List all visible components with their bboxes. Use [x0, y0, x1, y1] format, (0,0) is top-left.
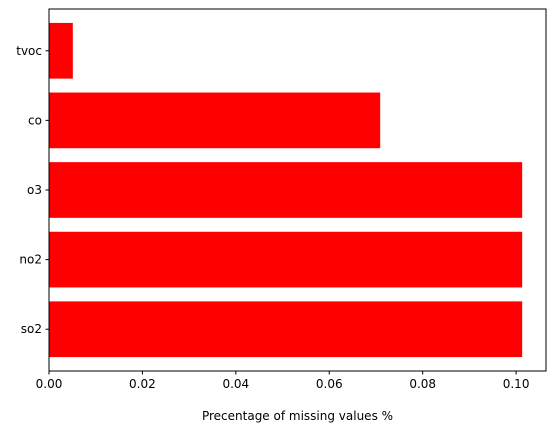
y-tick-label-o3: o3 [27, 183, 42, 197]
x-tick-label: 0.10 [503, 377, 530, 391]
bars-group [49, 22, 523, 358]
x-tick-label: 0.02 [129, 377, 156, 391]
x-axis: 0.00 0.02 0.04 0.06 0.08 0.10 [36, 371, 530, 391]
bar-so2 [49, 301, 523, 358]
y-axis: so2 no2 o3 co tvoc [16, 44, 49, 336]
y-tick-label-tvoc: tvoc [16, 44, 42, 58]
y-tick-label-no2: no2 [19, 253, 42, 267]
x-tick-label: 0.08 [409, 377, 436, 391]
x-tick-label: 0.04 [222, 377, 249, 391]
y-tick-label-co: co [28, 113, 42, 127]
plot-frame [48, 8, 547, 372]
x-tick-label: 0.00 [36, 377, 63, 391]
bar-o3 [49, 162, 523, 218]
bar-co [49, 92, 381, 149]
bar-no2 [49, 231, 523, 288]
bar-tvoc [49, 22, 73, 79]
y-tick-label-so2: so2 [21, 322, 42, 336]
x-tick-label: 0.06 [316, 377, 343, 391]
x-axis-label: Precentage of missing values % [202, 409, 393, 423]
